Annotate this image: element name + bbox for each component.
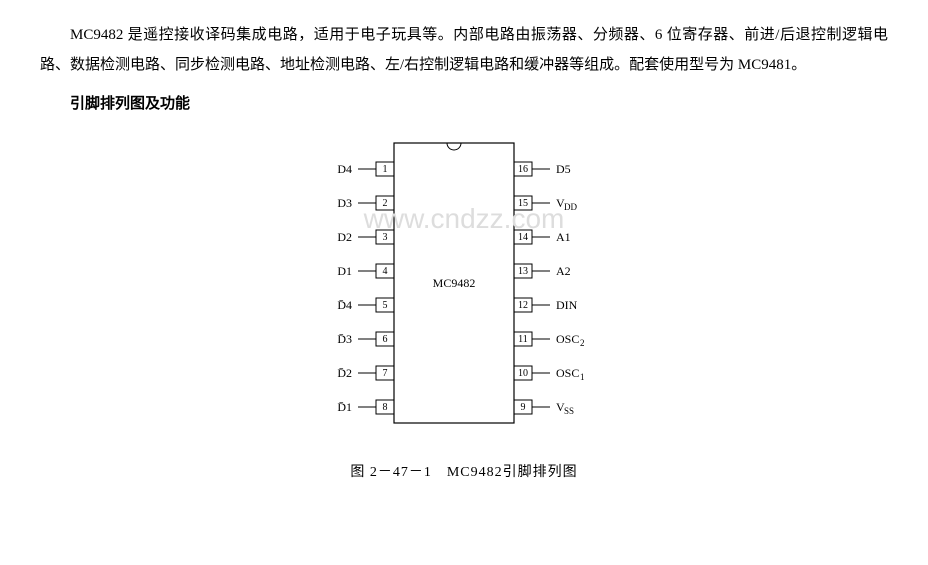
svg-text:MC9482: MC9482 [433,276,476,290]
chip-pinout-svg: MC9482 1 D4 2 D3 3 D2 4 D1 5 D̄4 6 D̄3 7 D̄2 8 D̄1 16 D5 15… [284,133,644,443]
svg-text:10: 10 [518,368,528,379]
pin-label-left-5: D̄4 [337,298,352,312]
svg-text:13: 13 [518,266,528,277]
svg-text:16: 16 [518,164,528,175]
svg-text:14: 14 [518,232,528,243]
svg-text:2: 2 [383,198,388,209]
svg-text:SS: SS [564,406,574,416]
svg-text:2: 2 [580,338,585,348]
svg-text:11: 11 [518,334,528,345]
svg-text:15: 15 [518,198,528,209]
pin-label-right-13: A2 [556,264,571,278]
pin-label-left-2: D3 [337,196,352,210]
section-title: 引脚排列图及功能 [40,92,888,113]
pin-label-left-6: D̄3 [337,332,352,346]
svg-text:DD: DD [564,202,577,212]
pin-label-right-10: OSC [556,366,579,380]
pin-label-left-8: D̄1 [337,400,352,414]
pin-label-right-14: A1 [556,230,571,244]
svg-text:6: 6 [383,334,388,345]
pin-label-right-12: DIN [556,298,578,312]
intro-paragraph: MC9482 是遥控接收译码集成电路，适用于电子玩具等。内部电路由振荡器、分频器… [40,20,888,80]
pin-label-left-7: D̄2 [337,366,352,380]
svg-text:4: 4 [383,266,388,277]
figure-caption: 图 2－47－1 MC9482引脚排列图 [40,461,888,481]
pin-label-right-11: OSC [556,332,579,346]
svg-text:8: 8 [383,402,388,413]
svg-text:1: 1 [383,164,388,175]
pinout-figure: www.cndzz.com MC94821D42D33D24D15D̄46D̄3… [40,133,888,443]
pin-label-left-4: D1 [337,264,352,278]
svg-text:12: 12 [518,300,528,311]
svg-text:3: 3 [383,232,388,243]
svg-text:7: 7 [383,368,388,379]
pin-label-right-16: D5 [556,162,571,176]
svg-text:9: 9 [521,402,526,413]
pin-label-left-1: D4 [337,162,352,176]
pin-label-left-3: D2 [337,230,352,244]
svg-text:5: 5 [383,300,388,311]
svg-text:1: 1 [580,372,585,382]
